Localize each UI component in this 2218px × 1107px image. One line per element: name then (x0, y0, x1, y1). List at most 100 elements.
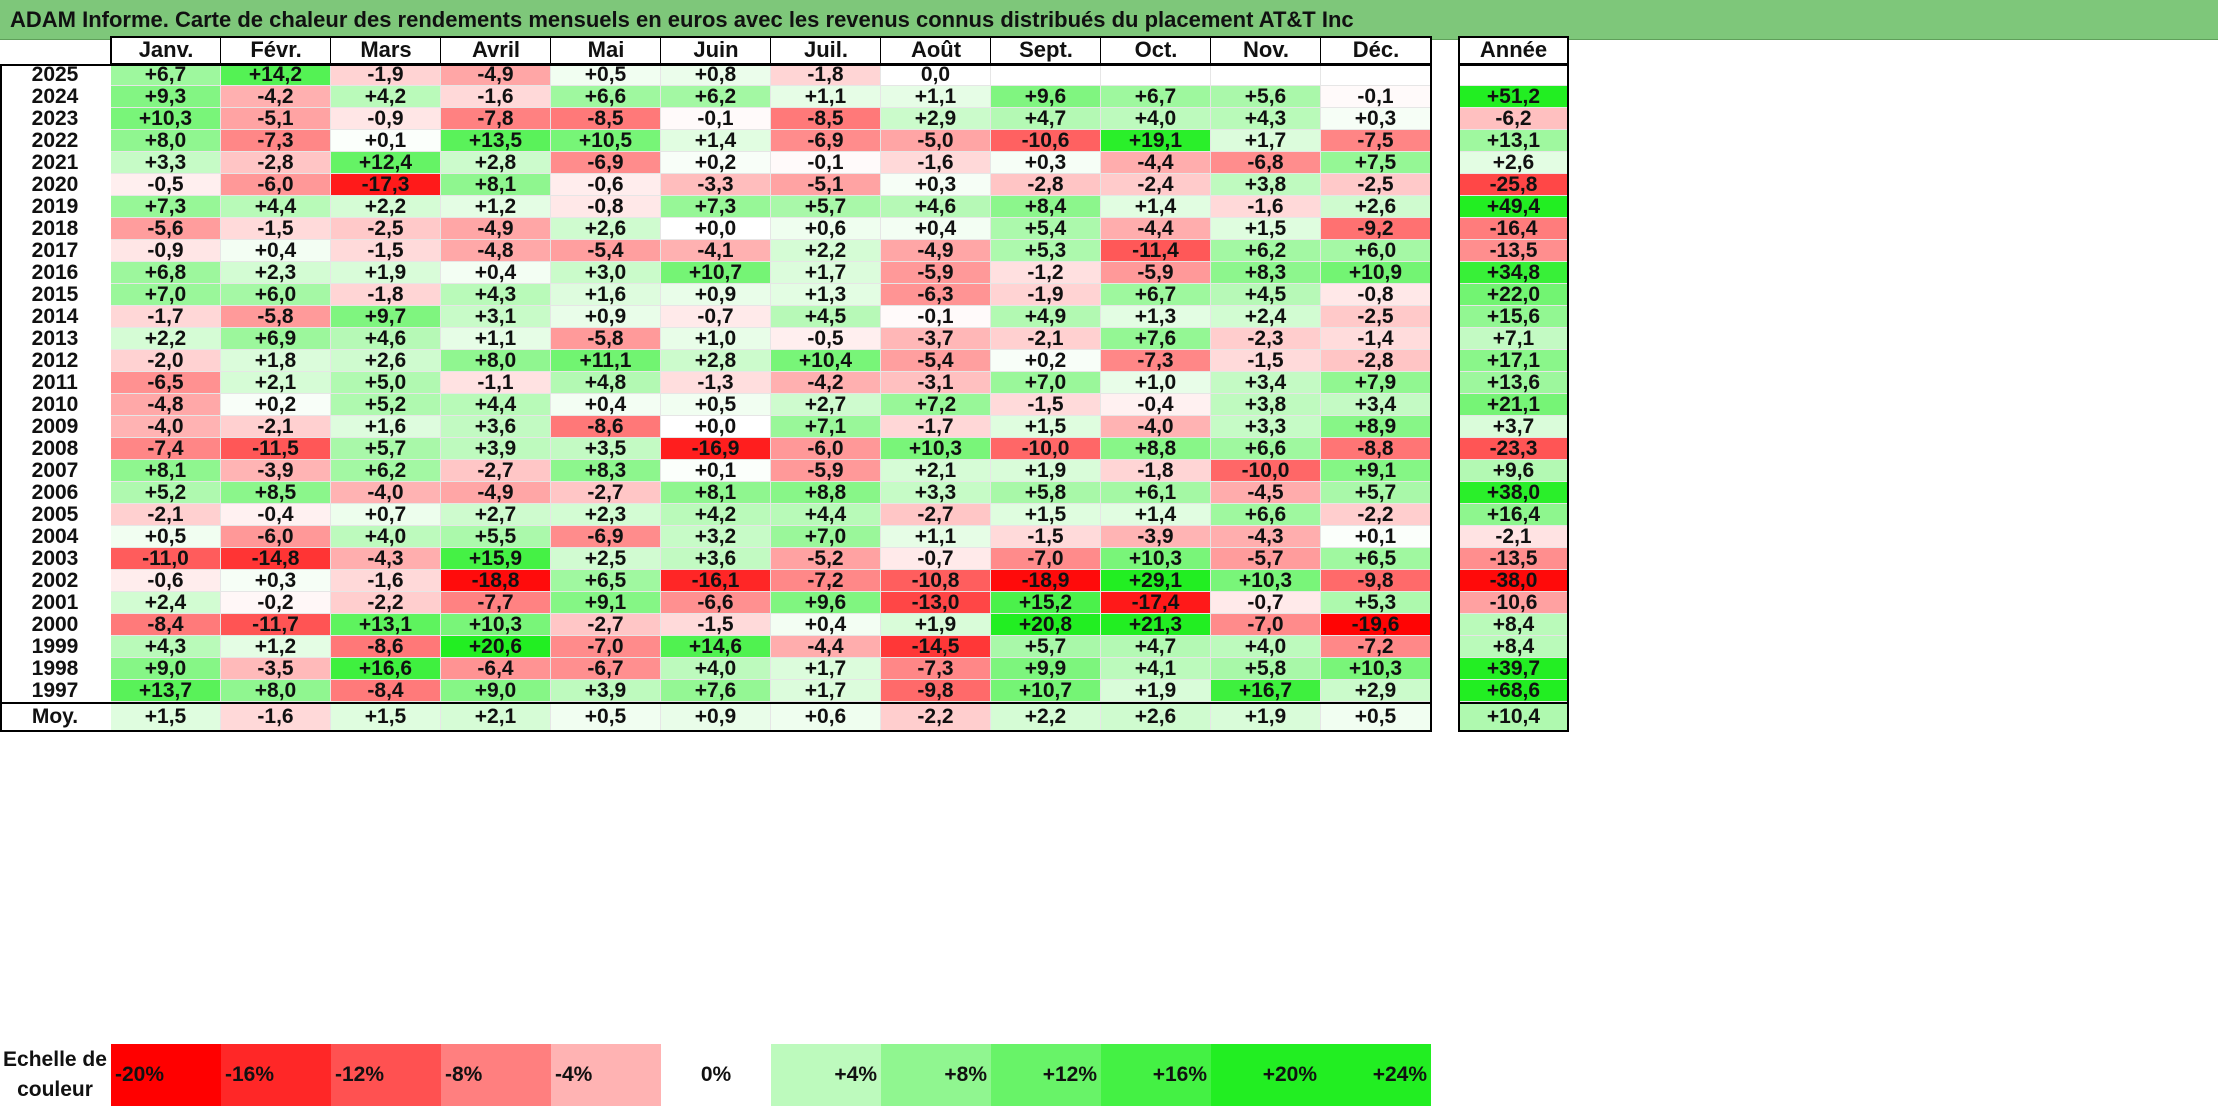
heatmap-cell: +3,6 (441, 416, 551, 438)
heatmap-cell: +2,5 (551, 548, 661, 570)
heatmap-cell: -10,0 (1211, 460, 1321, 482)
annual-cell: +38,0 (1459, 482, 1568, 504)
heatmap-cell: +3,6 (661, 548, 771, 570)
heatmap-cell: +0,3 (991, 152, 1101, 174)
heatmap-cell: -10,8 (881, 570, 991, 592)
heatmap-cell: -1,5 (221, 218, 331, 240)
heatmap-cell: -1,6 (441, 86, 551, 108)
annual-cell: +22,0 (1459, 284, 1568, 306)
heatmap-cell: +1,9 (331, 262, 441, 284)
color-scale-stop: -4% (551, 1044, 661, 1106)
heatmap-cell: +8,3 (551, 460, 661, 482)
heatmap-cell: +6,0 (1321, 240, 1431, 262)
heatmap-cell: +5,0 (331, 372, 441, 394)
heatmap-cell: +4,7 (1101, 636, 1211, 658)
heatmap-cell: +2,7 (771, 394, 881, 416)
heatmap-cell: -6,3 (881, 284, 991, 306)
color-scale-stop: +16% (1101, 1044, 1211, 1106)
heatmap-cell: -4,9 (441, 64, 551, 86)
average-cell: +0,6 (771, 703, 881, 731)
heatmap-cell: +3,9 (551, 680, 661, 702)
average-cell: +2,2 (991, 703, 1101, 731)
heatmap-cell: -5,6 (111, 218, 221, 240)
heatmap-cell: +2,7 (441, 504, 551, 526)
row-year-label: 2019 (0, 196, 110, 218)
heatmap-cell: +1,7 (1211, 130, 1321, 152)
heatmap-cell: +0,5 (111, 526, 221, 548)
heatmap-cell: -3,3 (661, 174, 771, 196)
annual-cell: +15,6 (1459, 306, 1568, 328)
average-cell: -1,6 (221, 703, 331, 731)
heatmap-cell: +6,6 (1211, 438, 1321, 460)
heatmap-cell: +3,5 (551, 438, 661, 460)
heatmap-cell: +6,1 (1101, 482, 1211, 504)
heatmap-cell: +4,1 (1101, 658, 1211, 680)
row-year-label: 2021 (0, 152, 110, 174)
heatmap-cell: +9,0 (111, 658, 221, 680)
annual-cell: +39,7 (1459, 658, 1568, 680)
heatmap-cell: -2,7 (881, 504, 991, 526)
heatmap-cell: -3,9 (221, 460, 331, 482)
heatmap-cell: +6,8 (111, 262, 221, 284)
heatmap-cell: +5,3 (1321, 592, 1431, 614)
heatmap-cell: -1,8 (331, 284, 441, 306)
heatmap-cell: +6,9 (221, 328, 331, 350)
heatmap-cell: -1,6 (331, 570, 441, 592)
heatmap-cell: +0,3 (1321, 108, 1431, 130)
annual-cell: +9,6 (1459, 460, 1568, 482)
heatmap-cell: +10,3 (1211, 570, 1321, 592)
annual-cell: -25,8 (1459, 174, 1568, 196)
heatmap-cell: +3,3 (881, 482, 991, 504)
annual-cell: -38,0 (1459, 570, 1568, 592)
heatmap-cell: +3,0 (551, 262, 661, 284)
heatmap-cell: +8,0 (111, 130, 221, 152)
heatmap-cell: +5,2 (331, 394, 441, 416)
heatmap-cell: +1,1 (881, 526, 991, 548)
heatmap-cell: -7,3 (881, 658, 991, 680)
heatmap-cell: +5,6 (1211, 86, 1321, 108)
heatmap-cell: -4,8 (441, 240, 551, 262)
annual-cell: -23,3 (1459, 438, 1568, 460)
heatmap-cell: -8,6 (551, 416, 661, 438)
heatmap-cell: +2,2 (111, 328, 221, 350)
average-cell: +2,6 (1101, 703, 1211, 731)
heatmap-cell: +5,3 (991, 240, 1101, 262)
heatmap-cell: -3,1 (881, 372, 991, 394)
heatmap-cell: +0,0 (661, 416, 771, 438)
heatmap-cell: -11,7 (221, 614, 331, 636)
heatmap-cell: +8,4 (991, 196, 1101, 218)
heatmap-cell: +10,3 (1101, 548, 1211, 570)
heatmap-cell: +4,5 (771, 306, 881, 328)
heatmap-cell: +1,7 (771, 658, 881, 680)
heatmap-cell: -4,9 (441, 218, 551, 240)
heatmap-cell: +4,0 (1101, 108, 1211, 130)
heatmap-cell: +3,1 (441, 306, 551, 328)
average-cell: +0,9 (661, 703, 771, 731)
heatmap-cell: -0,2 (221, 592, 331, 614)
heatmap-cell: -14,5 (881, 636, 991, 658)
heatmap-cell: +5,8 (1211, 658, 1321, 680)
color-scale-stop: -20% (111, 1044, 221, 1106)
average-cell: +0,5 (1321, 703, 1431, 731)
annual-cell: +16,4 (1459, 504, 1568, 526)
heatmap-cell: -1,3 (661, 372, 771, 394)
heatmap-cell: +3,8 (1211, 394, 1321, 416)
heatmap-cell: -4,0 (331, 482, 441, 504)
heatmap-cell: +8,0 (221, 680, 331, 702)
column-header: Mai (551, 36, 661, 64)
heatmap-cell: +0,6 (771, 218, 881, 240)
annual-cell: +68,6 (1459, 680, 1568, 702)
heatmap-cell: -0,7 (881, 548, 991, 570)
heatmap-cell: +6,2 (1211, 240, 1321, 262)
heatmap-cell: +4,0 (331, 526, 441, 548)
heatmap-cell: +1,4 (661, 130, 771, 152)
color-scale-stop: +20% (1211, 1044, 1321, 1106)
row-year-label: 2005 (0, 504, 110, 526)
column-header: Janv. (111, 36, 221, 64)
heatmap-cell: -7,7 (441, 592, 551, 614)
heatmap-cell: +5,7 (991, 636, 1101, 658)
heatmap-cell: -2,7 (441, 460, 551, 482)
heatmap-cell: +1,3 (771, 284, 881, 306)
row-year-label: 1997 (0, 680, 110, 702)
heatmap-cell: +8,1 (111, 460, 221, 482)
